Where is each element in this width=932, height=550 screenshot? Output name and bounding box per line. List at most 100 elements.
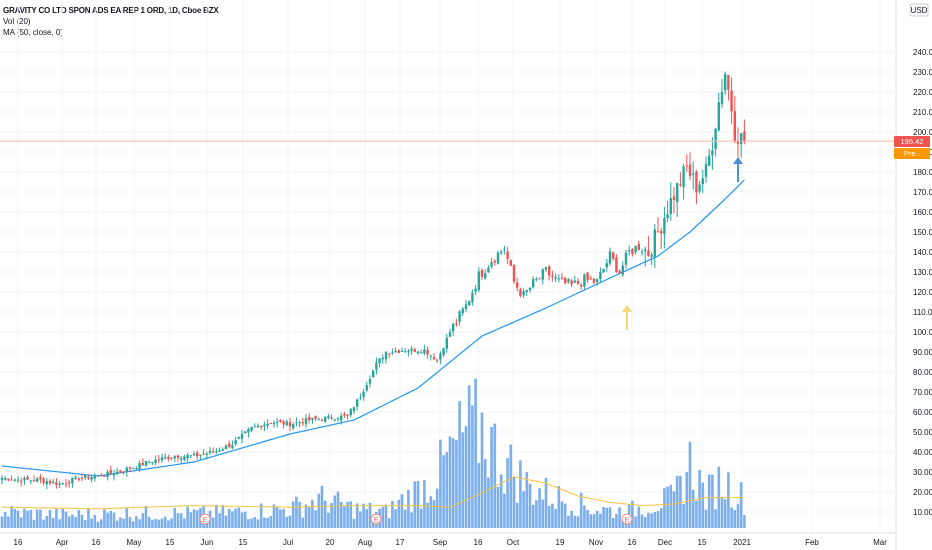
- candle-body: [359, 397, 362, 399]
- time-tick-label: Jul: [283, 538, 293, 547]
- candle-body: [208, 451, 212, 453]
- arrow-up-yellow-head-icon: [622, 305, 632, 312]
- candle-body: [196, 452, 199, 457]
- candle-body: [682, 166, 685, 188]
- candle-body: [730, 90, 733, 112]
- volume-bar: [259, 503, 263, 528]
- volume-bar: [711, 474, 714, 528]
- candle-body: [573, 280, 576, 283]
- candle-body: [743, 131, 746, 143]
- volume-bar: [135, 516, 138, 528]
- volume-bar: [279, 509, 282, 528]
- candle-body: [541, 269, 544, 280]
- candle-body: [733, 111, 736, 142]
- candle-body: [701, 178, 704, 185]
- volume-bar: [99, 519, 103, 528]
- volume-bar: [720, 496, 724, 528]
- candle-body: [487, 267, 490, 273]
- candle-body: [112, 473, 116, 476]
- volume-bar: [122, 518, 125, 528]
- time-tick-label: 16: [628, 538, 637, 547]
- volume-bar: [362, 503, 365, 528]
- candle-body: [100, 475, 103, 477]
- candle-body: [138, 462, 141, 469]
- candle-body: [378, 358, 381, 364]
- candle-body: [490, 262, 493, 267]
- candle-body: [272, 422, 276, 425]
- candle-body: [608, 251, 612, 264]
- candle-body: [279, 420, 282, 422]
- candle-body: [356, 399, 359, 407]
- candle-body: [29, 480, 32, 482]
- volume-bar: [503, 493, 506, 528]
- price-tick-label: 20.00: [913, 488, 932, 497]
- candle-body: [666, 214, 669, 219]
- candle-body: [176, 455, 180, 458]
- price-tick-label: 150.00: [913, 228, 932, 237]
- candle-body: [551, 275, 554, 278]
- volume-bar: [170, 518, 173, 528]
- volume-bar: [87, 508, 90, 528]
- candle-body: [167, 456, 170, 460]
- volume-bar: [512, 476, 516, 528]
- volume-bar: [387, 518, 391, 528]
- volume-bar: [381, 506, 385, 528]
- candle-body: [400, 351, 404, 353]
- volume-bar: [669, 484, 673, 528]
- volume-bar: [141, 513, 145, 528]
- volume-bar: [64, 511, 68, 528]
- candle-body: [42, 478, 45, 483]
- candle-body: [80, 477, 84, 479]
- volume-bar: [365, 509, 369, 528]
- volume-bar: [663, 488, 666, 528]
- price-tick-label: 160.00: [913, 208, 932, 217]
- candle-body: [372, 370, 375, 378]
- candle-body: [199, 454, 202, 456]
- candle-body: [493, 261, 496, 263]
- candle-body: [464, 304, 468, 310]
- candle-body: [160, 457, 164, 461]
- candle-body: [592, 278, 596, 283]
- candle-body: [484, 273, 487, 279]
- candle-body: [375, 362, 378, 370]
- candle-body: [605, 263, 608, 268]
- volume-bar: [432, 500, 436, 528]
- volume-bar: [570, 510, 573, 528]
- candle-body: [570, 280, 573, 285]
- candle-body: [285, 421, 288, 426]
- price-axis[interactable]: 240.00230.00220.00210.00200.00190.00180.…: [895, 0, 932, 550]
- candle-body: [685, 165, 688, 167]
- candle-body: [119, 470, 122, 472]
- volume-bar: [659, 508, 663, 528]
- price-tick-label: 60.00: [913, 408, 932, 417]
- volume-bar: [730, 507, 733, 528]
- time-tick-label: Sep: [433, 538, 448, 547]
- time-tick-label: 20: [326, 538, 335, 547]
- candle-body: [637, 244, 640, 250]
- volume-bar: [298, 501, 301, 528]
- volume-bar: [448, 436, 452, 528]
- candle-body: [164, 457, 167, 459]
- volume-bar: [691, 489, 695, 528]
- candle-body: [45, 481, 48, 485]
- candle-body: [704, 164, 708, 177]
- volume-bar: [247, 519, 250, 528]
- time-axis[interactable]: 16 Apr 16 May 15 Jun 15 Jul 20 Aug 17 Sep 16 Oct 19 Nov…: [0, 532, 896, 547]
- candle-body: [122, 471, 125, 473]
- volume-ma-path: [1, 476, 745, 510]
- candle-body: [663, 218, 666, 234]
- candle-body: [298, 422, 301, 424]
- candle-body: [544, 267, 548, 270]
- volume-bar: [285, 516, 289, 528]
- candle-body: [151, 462, 154, 464]
- volume-bar: [592, 514, 596, 528]
- candle-body: [224, 445, 228, 450]
- candle-body: [410, 348, 413, 351]
- symbol-title: GRAVITY CO LTD SPON ADS EA REP 1 ORD, 1D…: [3, 6, 219, 15]
- price-tick-label: 50.00: [913, 428, 932, 437]
- candle-body: [503, 249, 506, 251]
- candle-body: [650, 254, 653, 257]
- candle-body: [256, 425, 260, 428]
- time-tick-label: 15: [239, 538, 248, 547]
